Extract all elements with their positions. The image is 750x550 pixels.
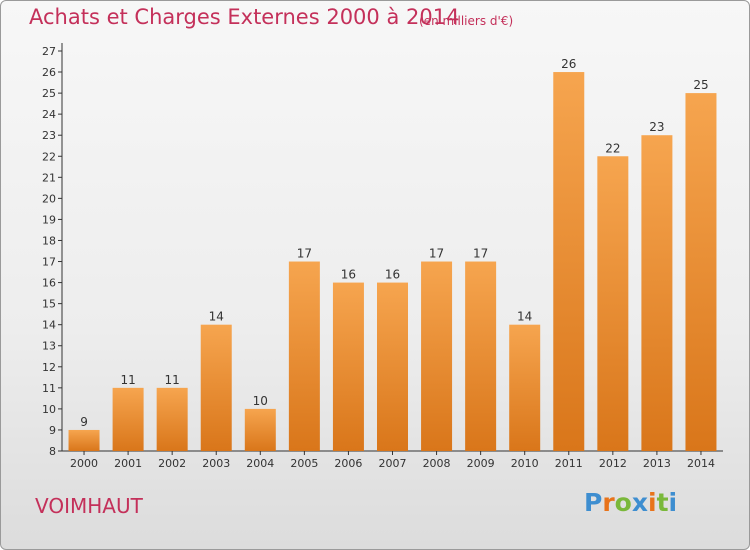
- x-tick-label: 2013: [643, 457, 671, 470]
- x-tick-label: 2004: [246, 457, 274, 470]
- x-tick-label: 2005: [290, 457, 318, 470]
- bar-value-label: 14: [209, 310, 224, 324]
- y-tick-label: 15: [42, 298, 56, 311]
- proxiti-logo: Proxiti: [584, 488, 677, 517]
- bar-value-label: 17: [297, 247, 312, 261]
- bar: [509, 324, 541, 451]
- x-tick-label: 2008: [423, 457, 451, 470]
- bar: [332, 282, 364, 451]
- y-tick-label: 19: [42, 213, 56, 226]
- x-tick-label: 2003: [202, 457, 230, 470]
- x-tick-label: 2010: [511, 457, 539, 470]
- bar: [68, 429, 100, 451]
- y-tick-label: 24: [42, 108, 56, 121]
- bar: [685, 93, 717, 452]
- y-tick-label: 27: [42, 45, 56, 58]
- bar: [112, 387, 144, 451]
- bar: [641, 135, 673, 452]
- y-tick-label: 18: [42, 234, 56, 247]
- y-tick-label: 20: [42, 192, 56, 205]
- logo-letter: r: [602, 488, 615, 517]
- x-tick-label: 2001: [114, 457, 142, 470]
- bar: [200, 324, 232, 451]
- y-tick-label: 23: [42, 129, 56, 142]
- bar: [244, 408, 276, 451]
- y-tick-label: 14: [42, 319, 56, 332]
- logo-letter: o: [614, 488, 632, 517]
- y-tick-label: 8: [49, 445, 56, 458]
- bar-value-label: 25: [693, 78, 708, 92]
- y-tick-label: 11: [42, 382, 56, 395]
- logo-letter: P: [584, 488, 603, 517]
- commune-name: VOIMHAUT: [35, 494, 143, 518]
- bar-value-label: 9: [80, 415, 88, 429]
- chart-axes: 8 9 10 11 12 13 14 15 16 17 18 19 20 21 22 23 24 25 26 27 20…: [42, 43, 723, 470]
- bar: [156, 387, 188, 451]
- logo-letter: i: [648, 488, 657, 517]
- bar-value-label: 23: [649, 120, 664, 134]
- y-tick-label: 26: [42, 66, 56, 79]
- bar-value-label: 14: [517, 310, 532, 324]
- bar-value-label: 17: [429, 247, 444, 261]
- y-tick-label: 16: [42, 277, 56, 290]
- x-tick-label: 2007: [379, 457, 407, 470]
- y-tick-label: 17: [42, 256, 56, 269]
- bar: [377, 282, 408, 451]
- bar-value-label: 16: [341, 268, 356, 282]
- bar: [465, 261, 497, 451]
- x-tick-label: 2000: [70, 457, 98, 470]
- bar: [553, 72, 585, 451]
- chart-title: Achats et Charges Externes 2000 à 2014: [29, 5, 460, 29]
- y-tick-label: 10: [42, 403, 56, 416]
- y-tick-label: 22: [42, 150, 56, 163]
- bar: [597, 156, 629, 451]
- x-tick-label: 2009: [467, 457, 495, 470]
- bar-value-label: 22: [605, 141, 620, 155]
- logo-letter: i: [668, 488, 678, 517]
- bar-value-label: 10: [253, 394, 268, 408]
- x-tick-label: 2011: [555, 457, 583, 470]
- bar-value-label: 11: [165, 373, 180, 387]
- y-tick-label: 9: [49, 424, 56, 437]
- y-tick-label: 25: [42, 87, 56, 100]
- bar-value-label: 17: [473, 247, 488, 261]
- y-tick-label: 13: [42, 340, 56, 353]
- x-tick-label: 2012: [599, 457, 627, 470]
- chart-value-labels: 9 11 11 14 10 17 16 16 17 17 14 26 22 23 25: [80, 57, 708, 429]
- chart-unit: (en milliers d'€): [419, 14, 514, 28]
- x-tick-label: 2014: [687, 457, 715, 470]
- bar: [288, 261, 320, 451]
- chart-bars: [68, 72, 717, 452]
- y-tick-label: 12: [42, 361, 56, 374]
- x-tick-label: 2002: [158, 457, 186, 470]
- bar: [421, 261, 453, 451]
- bar-value-label: 16: [385, 268, 400, 282]
- logo-letter: t: [656, 488, 669, 517]
- y-tick-label: 21: [42, 171, 56, 184]
- x-tick-label: 2006: [334, 457, 362, 470]
- bar-value-label: 11: [120, 373, 135, 387]
- bar-value-label: 26: [561, 57, 576, 71]
- logo-letter: x: [631, 488, 648, 517]
